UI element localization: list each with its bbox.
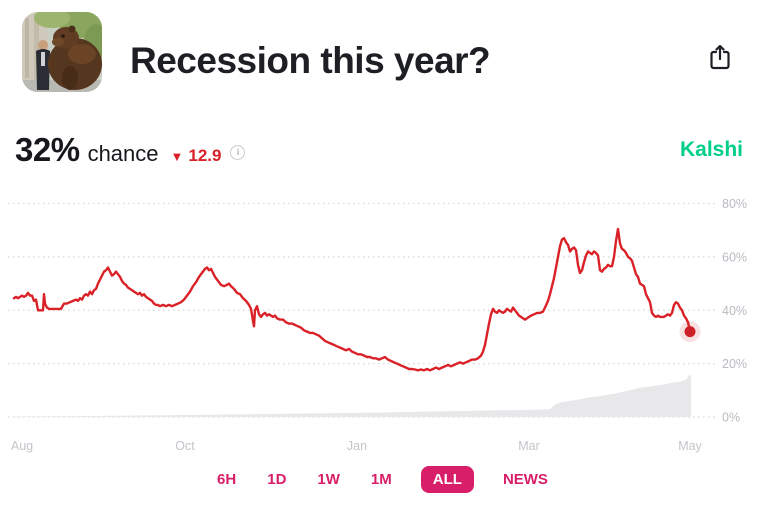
volume-area — [14, 374, 691, 417]
timeframe-all-button[interactable]: ALL — [420, 466, 474, 493]
end-dot — [684, 326, 696, 338]
timeframe-1w-button[interactable]: 1W — [315, 466, 342, 493]
x-axis-label: Jan — [347, 439, 367, 453]
x-axis-label: Aug — [11, 439, 33, 453]
change-value: 12.9 — [188, 146, 222, 165]
x-axis-label: Mar — [518, 439, 540, 453]
price-change: ▼ 12.9 — [171, 146, 222, 166]
triangle-down-icon: ▼ — [170, 149, 184, 164]
y-axis-label: 60% — [722, 250, 747, 264]
timeframe-bar: 6H 1D 1W 1M ALL NEWS — [0, 466, 765, 493]
price-row: 32% chance ▼ 12.9 i Kalshi — [15, 131, 743, 169]
timeframe-1d-button[interactable]: 1D — [265, 466, 288, 493]
bear-statue-photo-icon — [22, 12, 102, 92]
market-avatar — [22, 12, 102, 92]
info-icon[interactable]: i — [230, 144, 246, 160]
share-button[interactable] — [705, 42, 735, 74]
y-axis-label: 80% — [722, 197, 747, 211]
x-axis-label: May — [678, 439, 702, 453]
y-axis-label: 40% — [722, 304, 747, 318]
chance-line — [12, 227, 692, 372]
y-axis-label: 0% — [722, 411, 740, 425]
x-axis-label: Oct — [175, 439, 195, 453]
timeframe-news-button[interactable]: NEWS — [501, 466, 550, 493]
chance-label: chance — [87, 141, 159, 166]
share-icon — [710, 44, 730, 69]
timeframe-1m-button[interactable]: 1M — [369, 466, 394, 493]
kalshi-source-link[interactable]: Kalshi — [679, 138, 743, 161]
timeframe-6h-button[interactable]: 6H — [215, 466, 238, 493]
chance-value: 32% — [15, 131, 80, 168]
page-title: Recession this year? — [130, 40, 491, 81]
y-axis-label: 20% — [722, 357, 747, 371]
